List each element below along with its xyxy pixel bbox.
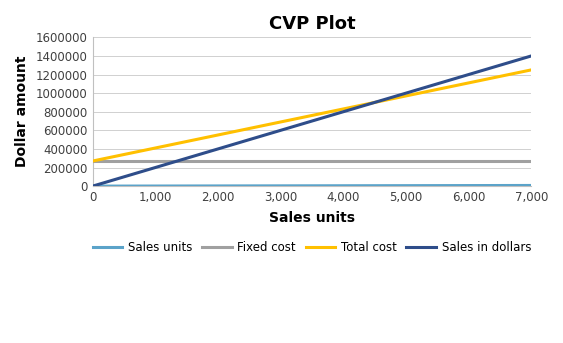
Y-axis label: Dollar amount: Dollar amount: [15, 56, 29, 167]
Legend: Sales units, Fixed cost, Total cost, Sales in dollars: Sales units, Fixed cost, Total cost, Sal…: [88, 237, 536, 259]
Title: CVP Plot: CVP Plot: [269, 15, 355, 33]
X-axis label: Sales units: Sales units: [269, 211, 355, 225]
